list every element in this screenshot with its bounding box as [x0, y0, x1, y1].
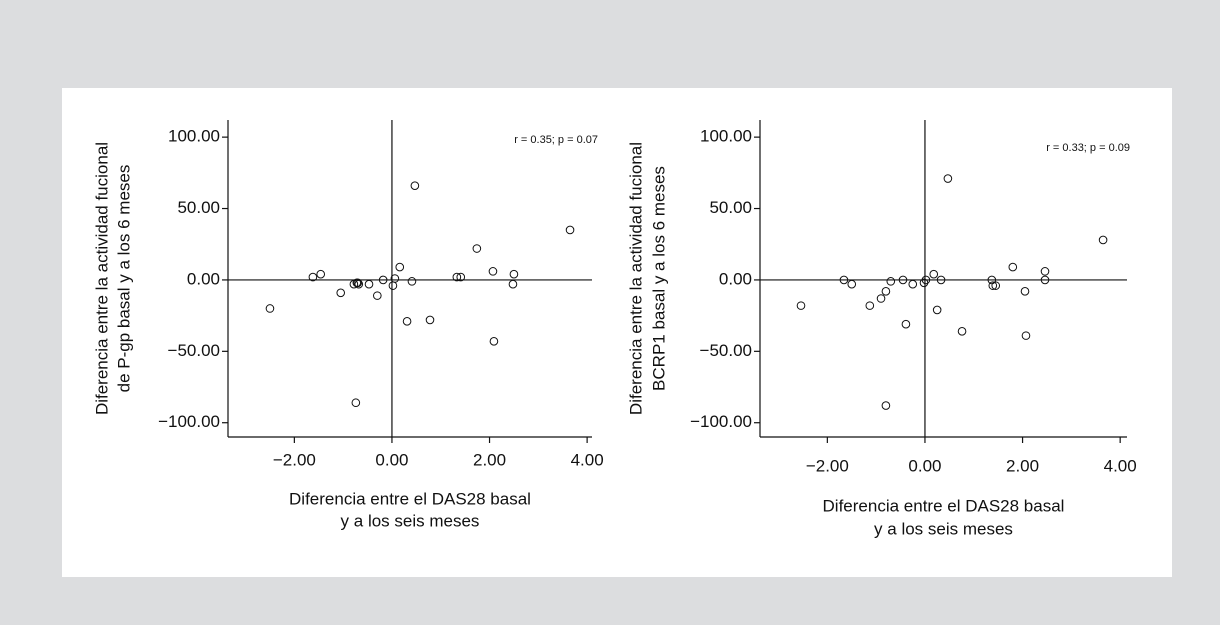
- point: [943, 174, 953, 183]
- y-tick-label: 0.00: [719, 269, 752, 288]
- x-axis-label: Diferencia entre el DAS28 basal: [823, 496, 1065, 515]
- point: [351, 398, 361, 408]
- y-tick-label: 50.00: [709, 198, 752, 217]
- point: [489, 337, 499, 346]
- x-axis-label: y a los seis meses: [341, 511, 480, 530]
- point: [881, 401, 891, 410]
- panel: [62, 88, 1172, 577]
- x-tick-label: −2.00: [806, 456, 849, 475]
- point: [886, 277, 896, 286]
- point: [1040, 275, 1050, 285]
- point: [353, 278, 363, 288]
- y-tick-label: 100.00: [168, 127, 220, 146]
- point: [308, 272, 318, 282]
- point: [378, 275, 388, 285]
- point: [898, 275, 908, 285]
- y-tick-label: −50.00: [168, 341, 220, 360]
- point: [390, 274, 400, 283]
- point: [1008, 262, 1018, 272]
- y-axis-label: Diferencia entre la actividad fucional: [92, 142, 111, 415]
- point: [1021, 331, 1031, 340]
- x-axis-label: y a los seis meses: [874, 519, 1013, 538]
- point: [410, 181, 420, 190]
- x-tick-label: −2.00: [273, 450, 316, 469]
- point: [1098, 235, 1108, 245]
- point: [407, 277, 417, 286]
- point: [1040, 267, 1050, 276]
- point: [876, 294, 886, 303]
- x-tick-label: 2.00: [473, 450, 506, 469]
- point: [565, 225, 575, 235]
- point: [936, 275, 946, 285]
- y-tick-label: 0.00: [187, 269, 220, 288]
- point: [336, 288, 346, 298]
- point: [921, 275, 931, 285]
- y-axis-label: Diferencia entre la actividad fucional: [626, 142, 645, 415]
- point: [395, 262, 405, 272]
- x-tick-label: 2.00: [1006, 456, 1039, 475]
- point: [988, 281, 998, 290]
- point: [932, 305, 942, 315]
- x-axis-label: Diferencia entre el DAS28 basal: [289, 489, 531, 508]
- point: [908, 279, 918, 289]
- point: [364, 279, 374, 289]
- point: [1020, 287, 1030, 296]
- y-tick-label: −50.00: [700, 341, 752, 360]
- point: [901, 319, 911, 329]
- y-tick-label: 100.00: [700, 127, 752, 146]
- point: [957, 327, 967, 336]
- point: [839, 275, 849, 285]
- point: [881, 287, 891, 296]
- y-tick-label: −100.00: [690, 412, 752, 431]
- annotation: r = 0.35; p = 0.07: [514, 134, 598, 146]
- y-tick-label: −100.00: [158, 412, 220, 431]
- point: [488, 267, 498, 276]
- point: [796, 301, 806, 310]
- point: [452, 272, 462, 282]
- point: [402, 317, 412, 326]
- point: [929, 269, 939, 279]
- x-tick-label: 4.00: [571, 450, 604, 469]
- point: [508, 279, 518, 289]
- point: [847, 279, 857, 289]
- point: [991, 281, 1001, 290]
- point: [316, 269, 326, 279]
- y-tick-label: 50.00: [177, 198, 220, 217]
- point: [472, 244, 482, 253]
- point: [373, 291, 382, 300]
- point: [865, 301, 875, 310]
- point: [987, 275, 997, 285]
- point: [425, 315, 435, 325]
- point: [354, 279, 364, 289]
- x-tick-label: 4.00: [1104, 456, 1137, 475]
- point: [456, 272, 466, 282]
- annotation: r = 0.33; p = 0.09: [1046, 142, 1130, 154]
- x-tick-label: 0.00: [375, 450, 408, 469]
- point: [919, 278, 929, 288]
- point: [509, 269, 519, 279]
- y-axis-label: BCRP1 basal y a los 6 meses: [649, 166, 668, 391]
- x-tick-label: 0.00: [908, 456, 941, 475]
- point: [265, 304, 275, 313]
- y-axis-label: de P-gp basal y a los 6 meses: [114, 165, 133, 393]
